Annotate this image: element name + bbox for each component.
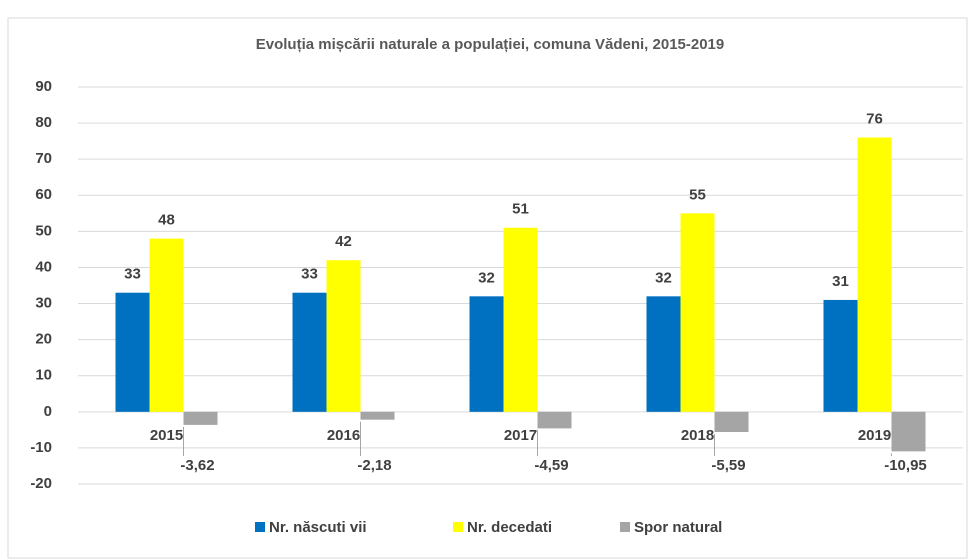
bar: [680, 213, 715, 412]
bar: [326, 260, 361, 412]
data-label: 32: [655, 269, 672, 286]
x-tick-label: 2017: [504, 427, 537, 444]
legend-label: Nr. decedati: [467, 519, 552, 536]
legend-label: Spor natural: [634, 519, 722, 536]
bar: [183, 411, 218, 425]
legend-label: Nr. născuti vii: [269, 519, 367, 536]
bar: [149, 238, 184, 412]
x-tick-label: 2019: [858, 427, 891, 444]
data-label: 31: [832, 273, 849, 290]
y-tick-label: 60: [35, 186, 52, 203]
data-label: -3,62: [180, 457, 214, 474]
x-tick-label: 2018: [681, 427, 714, 444]
data-label: -4,59: [534, 457, 568, 474]
y-tick-label: 50: [35, 222, 52, 239]
data-label: -10,95: [884, 457, 927, 474]
data-label: 32: [478, 269, 495, 286]
legend-swatch: [620, 522, 630, 532]
y-tick-label: 70: [35, 150, 52, 167]
bar: [537, 411, 572, 429]
bar: [823, 299, 858, 412]
legend-swatch: [453, 522, 463, 532]
y-tick-label: -10: [30, 439, 52, 456]
bar: [115, 292, 150, 412]
y-tick-label: 0: [44, 403, 52, 420]
data-label: 51: [512, 201, 529, 218]
y-tick-label: 90: [35, 78, 52, 95]
data-label: 33: [301, 266, 318, 283]
data-label: -2,18: [357, 457, 391, 474]
data-label: 55: [689, 186, 706, 203]
x-tick-label: 2016: [327, 427, 360, 444]
bar: [646, 296, 681, 412]
y-tick-label: -20: [30, 475, 52, 492]
y-tick-label: 10: [35, 367, 52, 384]
y-tick-label: 40: [35, 258, 52, 275]
y-tick-label: 80: [35, 114, 52, 131]
bar: [503, 227, 538, 412]
bar: [714, 411, 749, 432]
data-label: 76: [866, 110, 883, 127]
bar: [469, 296, 504, 412]
data-label: 48: [158, 212, 175, 229]
data-label: 42: [335, 233, 352, 250]
x-tick-label: 2015: [150, 427, 183, 444]
chart-title: Evoluția mișcării naturale a populației,…: [256, 36, 725, 53]
legend-swatch: [255, 522, 265, 532]
bar: [857, 137, 892, 412]
data-label: 33: [124, 266, 141, 283]
data-label: -5,59: [711, 457, 745, 474]
bar: [360, 411, 395, 420]
y-tick-label: 20: [35, 331, 52, 348]
bar: [891, 411, 926, 452]
y-tick-label: 30: [35, 295, 52, 312]
bar: [292, 292, 327, 412]
